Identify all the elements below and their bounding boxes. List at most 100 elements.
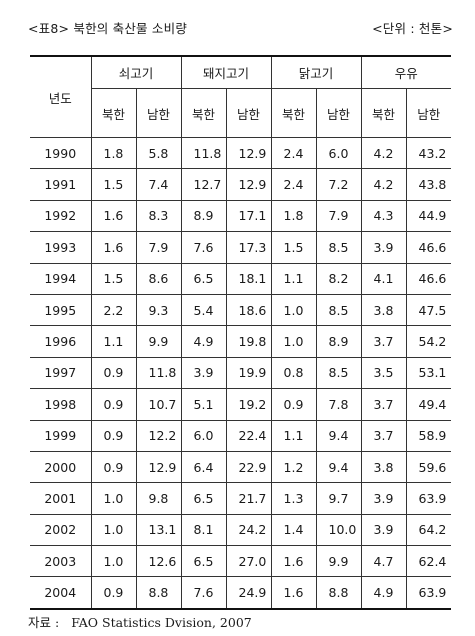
- value-cell: 11.8: [135, 356, 182, 390]
- value-cell: 8.5: [315, 293, 362, 327]
- consumption-table: 년도 쇠고기 돼지고기 닭고기 우유 북한 남한 북한 남한 북한 남한 북한 남한 1990…: [30, 55, 452, 610]
- value-cell: 11.8: [180, 136, 227, 170]
- value-cell: 12.6: [135, 545, 182, 578]
- year-cell: 2002: [30, 513, 92, 547]
- value-cell: 9.4: [315, 450, 362, 484]
- value-cell: 5.1: [180, 388, 227, 421]
- value-cell: 2.4: [270, 168, 317, 201]
- value-cell: 3.9: [360, 513, 407, 547]
- value-cell: 1.8: [90, 136, 137, 170]
- value-cell: 8.5: [315, 356, 362, 390]
- value-cell: 1.0: [270, 293, 317, 327]
- value-cell: 7.6: [180, 231, 227, 264]
- value-cell: 1.5: [90, 168, 137, 201]
- value-cell: 10.7: [135, 388, 182, 421]
- table-row: 1995 2.2 9.3 5.4 18.6 1.0 8.5 3.8 47.5: [30, 293, 452, 327]
- table-caption: <표8> 북한의 축산물 소비량 <단위 : 천톤>: [28, 18, 453, 37]
- group-header-milk: 우유: [360, 55, 452, 89]
- value-cell: 1.0: [90, 513, 137, 547]
- value-cell: 24.9: [225, 576, 272, 610]
- value-cell: 43.8: [405, 168, 452, 201]
- value-cell: 0.9: [90, 356, 137, 390]
- year-cell: 2003: [30, 545, 92, 578]
- value-cell: 9.9: [135, 325, 182, 358]
- sub-header: 남한: [225, 88, 272, 138]
- value-cell: 9.4: [315, 419, 362, 452]
- value-cell: 1.3: [270, 482, 317, 515]
- value-cell: 4.9: [360, 576, 407, 610]
- sub-header: 북한: [270, 88, 317, 138]
- value-cell: 1.6: [270, 545, 317, 578]
- value-cell: 7.4: [135, 168, 182, 201]
- value-cell: 2.4: [270, 136, 317, 170]
- value-cell: 17.3: [225, 231, 272, 264]
- sub-header: 남한: [315, 88, 362, 138]
- table-row: 2004 0.9 8.8 7.6 24.9 1.6 8.8 4.9 63.9: [30, 576, 452, 610]
- value-cell: 3.9: [360, 231, 407, 264]
- value-cell: 3.9: [360, 482, 407, 515]
- value-cell: 3.7: [360, 388, 407, 421]
- value-cell: 22.9: [225, 450, 272, 484]
- year-cell: 1993: [30, 231, 92, 264]
- value-cell: 13.1: [135, 513, 182, 547]
- value-cell: 1.5: [90, 262, 137, 295]
- value-cell: 5.8: [135, 136, 182, 170]
- value-cell: 0.9: [90, 450, 137, 484]
- value-cell: 19.9: [225, 356, 272, 390]
- value-cell: 46.6: [405, 262, 452, 295]
- year-cell: 2004: [30, 576, 92, 610]
- value-cell: 17.1: [225, 199, 272, 233]
- table-row: 1997 0.9 11.8 3.9 19.9 0.8 8.5 3.5 53.1: [30, 356, 452, 390]
- table-row: 2001 1.0 9.8 6.5 21.7 1.3 9.7 3.9 63.9: [30, 482, 452, 515]
- table-row: 1991 1.5 7.4 12.7 12.9 2.4 7.2 4.2 43.8: [30, 168, 452, 201]
- table-row: 2003 1.0 12.6 6.5 27.0 1.6 9.9 4.7 62.4: [30, 545, 452, 578]
- value-cell: 6.5: [180, 545, 227, 578]
- value-cell: 4.3: [360, 199, 407, 233]
- value-cell: 1.0: [90, 482, 137, 515]
- value-cell: 4.2: [360, 168, 407, 201]
- value-cell: 53.1: [405, 356, 452, 390]
- sub-header: 남한: [405, 88, 452, 138]
- table-row: 1992 1.6 8.3 8.9 17.1 1.8 7.9 4.3 44.9: [30, 199, 452, 233]
- value-cell: 0.8: [270, 356, 317, 390]
- group-header-beef: 쇠고기: [90, 55, 182, 89]
- value-cell: 6.5: [180, 262, 227, 295]
- value-cell: 1.1: [90, 325, 137, 358]
- value-cell: 63.9: [405, 482, 452, 515]
- sub-header: 남한: [135, 88, 182, 138]
- value-cell: 47.5: [405, 293, 452, 327]
- value-cell: 46.6: [405, 231, 452, 264]
- value-cell: 44.9: [405, 199, 452, 233]
- value-cell: 18.6: [225, 293, 272, 327]
- value-cell: 1.2: [270, 450, 317, 484]
- unit-label: <단위 : 천톤>: [372, 21, 453, 36]
- year-cell: 2001: [30, 482, 92, 515]
- source-note: 자료 : FAO Statistics Dvision, 2007: [28, 612, 252, 631]
- value-cell: 6.0: [180, 419, 227, 452]
- value-cell: 19.2: [225, 388, 272, 421]
- value-cell: 4.1: [360, 262, 407, 295]
- group-header-chicken: 닭고기: [270, 55, 362, 89]
- value-cell: 1.8: [270, 199, 317, 233]
- sub-header: 북한: [180, 88, 227, 138]
- year-cell: 1998: [30, 388, 92, 421]
- value-cell: 1.6: [90, 231, 137, 264]
- source-text: FAO Statistics Dvision, 2007: [71, 615, 252, 630]
- value-cell: 9.9: [315, 545, 362, 578]
- value-cell: 3.8: [360, 293, 407, 327]
- value-cell: 3.5: [360, 356, 407, 390]
- value-cell: 1.0: [90, 545, 137, 578]
- table-row: 2000 0.9 12.9 6.4 22.9 1.2 9.4 3.8 59.6: [30, 450, 452, 484]
- value-cell: 0.9: [90, 419, 137, 452]
- value-cell: 1.1: [270, 262, 317, 295]
- value-cell: 54.2: [405, 325, 452, 358]
- table-row: 1990 1.8 5.8 11.8 12.9 2.4 6.0 4.2 43.2: [30, 136, 452, 170]
- value-cell: 8.6: [135, 262, 182, 295]
- value-cell: 8.5: [315, 231, 362, 264]
- year-cell: 1994: [30, 262, 92, 295]
- value-cell: 63.9: [405, 576, 452, 610]
- year-header: 년도: [30, 55, 92, 138]
- value-cell: 8.8: [135, 576, 182, 610]
- value-cell: 1.6: [270, 576, 317, 610]
- table-row: 1998 0.9 10.7 5.1 19.2 0.9 7.8 3.7 49.4: [30, 388, 452, 421]
